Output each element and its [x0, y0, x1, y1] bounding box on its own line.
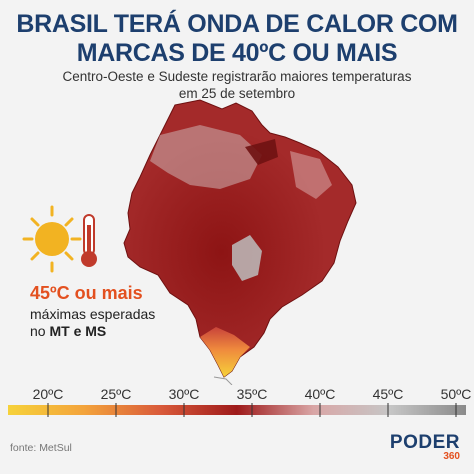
subtitle: Centro-Oeste e Sudeste registrarão maior… — [0, 68, 474, 102]
northeast-patch — [290, 151, 332, 199]
scale-tick-label: 30ºC — [168, 386, 200, 402]
central-grey-patch — [232, 235, 262, 281]
callout-desc-line-1: máximas esperadas — [30, 306, 156, 322]
title-line-1: BRASIL TERÁ ONDA DE CALOR COM — [16, 10, 458, 38]
callout-desc-prefix: no — [30, 323, 50, 339]
callout-desc-states: MT e MS — [49, 323, 107, 339]
scale-tick-label: 45ºC — [372, 386, 404, 402]
callout-desc-line-2: no MT e MS — [30, 323, 190, 340]
scale-tick-label: 25ºC — [100, 386, 132, 402]
temperature-scale — [8, 403, 466, 417]
scale-tick-label: 50ºC — [440, 386, 472, 402]
source-credit: fonte: MetSul — [10, 442, 72, 454]
brand-logo-main: PODER — [389, 432, 460, 453]
river-patch — [245, 139, 278, 165]
brand-logo-sub: 360 — [443, 451, 460, 462]
subtitle-line-2: em 25 de setembro — [178, 86, 296, 101]
neighbor-outline — [213, 376, 233, 385]
north-region-lighter — [150, 125, 262, 189]
scale-bar — [8, 405, 466, 415]
scale-tick-label: 40ºC — [304, 386, 336, 402]
page-title: BRASIL TERÁ ONDA DE CALOR COM MARCAS DE … — [0, 10, 474, 68]
callout-description: máximas esperadas no MT e MS — [30, 306, 190, 340]
scale-tick-label: 35ºC — [236, 386, 268, 402]
brazil-temperature-map — [123, 99, 357, 385]
sun-thermometer-icon — [22, 205, 97, 273]
brand-logo: PODER 360 — [390, 432, 460, 462]
title-line-2: MARCAS DE 40ºC OU MAIS — [76, 39, 398, 67]
south-region — [200, 327, 250, 377]
subtitle-line-1: Centro-Oeste e Sudeste registrarão maior… — [62, 69, 412, 84]
callout-temperature: 45ºC ou mais — [30, 283, 143, 303]
scale-tick-label: 20ºC — [32, 386, 64, 402]
